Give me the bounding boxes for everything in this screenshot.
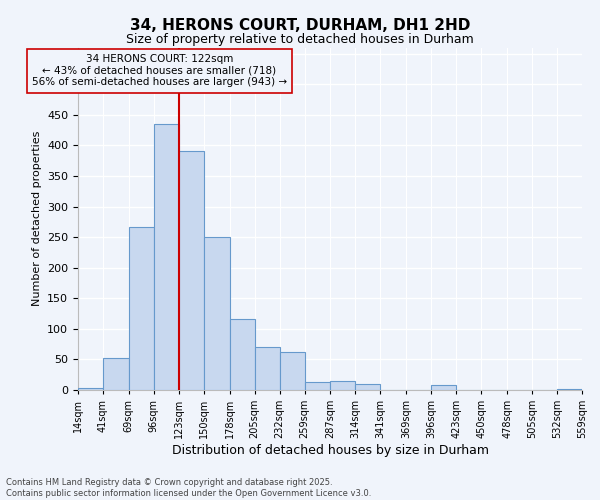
Bar [230,319,254,390]
Text: 34 HERONS COURT: 122sqm
← 43% of detached houses are smaller (718)
56% of semi-d: 34 HERONS COURT: 122sqm ← 43% of detache… [32,54,287,88]
Bar [305,382,331,390]
Y-axis label: Number of detached properties: Number of detached properties [32,131,41,306]
Bar [431,385,456,390]
X-axis label: Distribution of detached houses by size in Durham: Distribution of detached houses by size … [172,444,488,457]
Bar [78,388,103,390]
Bar [129,226,154,390]
Bar [179,152,204,390]
Bar [280,352,305,390]
Bar [557,389,582,390]
Text: 34, HERONS COURT, DURHAM, DH1 2HD: 34, HERONS COURT, DURHAM, DH1 2HD [130,18,470,32]
Bar [154,124,179,390]
Bar [355,384,380,390]
Bar [254,347,280,390]
Bar [103,358,129,390]
Bar [331,382,355,390]
Text: Size of property relative to detached houses in Durham: Size of property relative to detached ho… [126,32,474,46]
Text: Contains HM Land Registry data © Crown copyright and database right 2025.
Contai: Contains HM Land Registry data © Crown c… [6,478,371,498]
Bar [204,237,230,390]
